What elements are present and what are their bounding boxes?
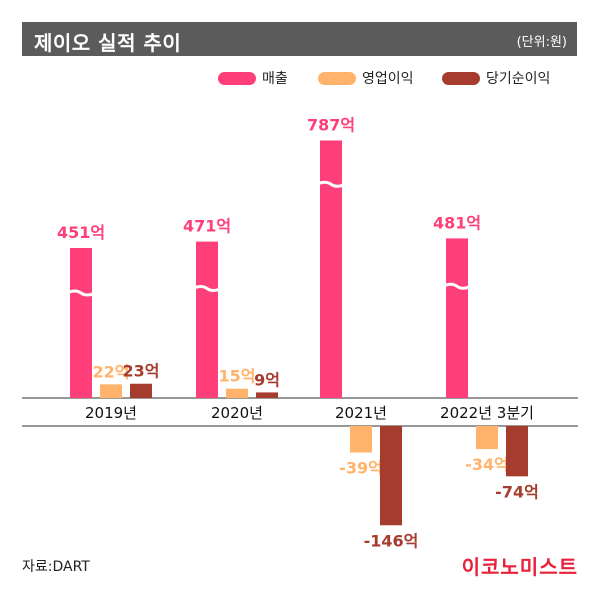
bar-net-0 [130, 383, 152, 398]
bar-operating-2 [350, 426, 372, 453]
data-label-revenue-0: 451억 [57, 223, 105, 242]
data-label-net-0: 23억 [123, 362, 160, 381]
data-label-operating-3: -34억 [465, 455, 509, 474]
legend-swatch-operating [318, 71, 356, 85]
category-label-2: 2021년 [335, 404, 387, 422]
legend-label-revenue: 매출 [262, 71, 288, 87]
category-label-3: 2022년 3분기 [440, 404, 534, 422]
legend-label-operating: 영업이익 [362, 71, 414, 87]
bar-revenue-3 [446, 238, 468, 398]
category-label-0: 2019년 [85, 404, 137, 422]
axis-break-mark-1 [192, 285, 222, 293]
legend-item-net: 당기순이익 [442, 66, 550, 90]
bar-net-3 [506, 426, 528, 477]
data-label-operating-2: -39억 [339, 459, 383, 478]
legend-item-revenue: 매출 [218, 66, 288, 90]
unit-label: (단위:원) [516, 35, 567, 50]
title-bar: 제이오 실적 추이 (단위:원) [22, 22, 577, 56]
bar-operating-1 [226, 388, 248, 398]
legend-swatch-net [442, 71, 480, 85]
axis-break-mark-3 [442, 282, 472, 290]
data-label-operating-0: 22억 [93, 362, 130, 381]
bar-net-2 [380, 426, 402, 526]
data-label-operating-1: 15억 [219, 367, 256, 386]
data-label-revenue-3: 481억 [433, 213, 481, 232]
data-label-net-2: -146억 [364, 531, 419, 550]
axis-break-mark-0 [66, 289, 96, 297]
brand-logo: 이코노미스트 [461, 555, 578, 579]
bar-revenue-1 [196, 241, 218, 398]
data-label-revenue-2: 787억 [307, 115, 355, 134]
bar-net-1 [256, 392, 278, 398]
category-label-1: 2020년 [211, 404, 263, 422]
chart-title: 제이오 실적 추이 [34, 31, 182, 55]
legend-label-net: 당기순이익 [486, 71, 551, 87]
legend-item-operating: 영업이익 [318, 66, 414, 90]
data-label-net-1: 9억 [254, 370, 280, 389]
bar-operating-0 [100, 384, 122, 398]
data-label-net-3: -74억 [495, 482, 539, 501]
bar-revenue-0 [70, 248, 92, 398]
axis-break-mark-2 [316, 180, 346, 188]
legend: 매출 영업이익 당기순이익 [0, 66, 600, 90]
legend-swatch-revenue [218, 71, 256, 85]
bar-operating-3 [476, 426, 498, 450]
source-note: 자료:DART [22, 559, 90, 575]
data-label-revenue-1: 471억 [183, 217, 231, 236]
bar-revenue-2 [320, 140, 342, 399]
